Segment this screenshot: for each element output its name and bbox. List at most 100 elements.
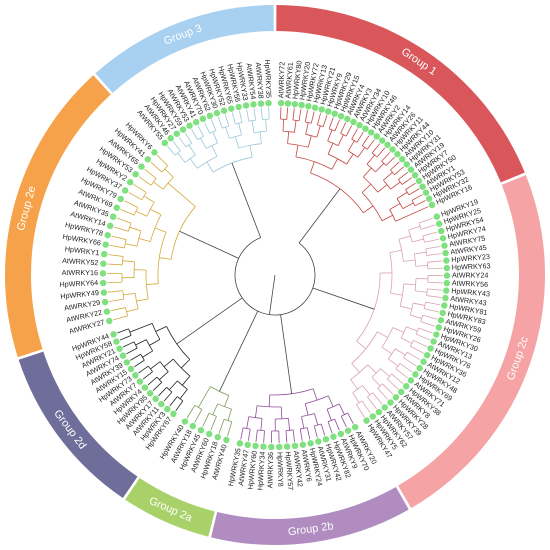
leaf-marker xyxy=(117,195,124,203)
leaf-marker xyxy=(443,272,451,279)
branch-line xyxy=(175,400,184,411)
branch-arc xyxy=(426,288,428,296)
branch-line xyxy=(186,405,196,419)
leaf-marker xyxy=(435,220,443,227)
branch-line xyxy=(268,394,271,407)
branch-line xyxy=(316,113,321,125)
branch-line xyxy=(327,421,333,434)
branch-line xyxy=(202,412,210,427)
branch-line xyxy=(381,346,393,355)
branch-line xyxy=(107,263,123,266)
branch-line xyxy=(427,267,443,270)
leaf-marker xyxy=(373,133,380,140)
branch-line xyxy=(164,168,174,178)
leaf-marker xyxy=(299,441,307,448)
branch-line xyxy=(383,172,393,181)
leaf-marker xyxy=(260,443,267,450)
branch-line xyxy=(352,392,360,403)
leaf-marker xyxy=(356,122,363,129)
branch-line xyxy=(415,333,431,341)
leaf-marker xyxy=(411,172,419,179)
branch-line xyxy=(135,210,147,217)
leaf-marker xyxy=(437,317,445,324)
branch-line xyxy=(240,427,244,440)
leaf-marker xyxy=(136,378,144,385)
branch-line xyxy=(179,389,188,400)
branch-line xyxy=(231,112,236,125)
leaf-marker xyxy=(397,388,405,396)
branch-arc xyxy=(350,364,368,380)
leaf-marker xyxy=(344,115,351,123)
branch-line xyxy=(312,388,318,401)
leaf-marker xyxy=(268,443,275,451)
leaf-marker xyxy=(158,400,165,408)
branch-line xyxy=(420,321,436,327)
branch-arc xyxy=(257,429,265,432)
branch-line xyxy=(156,154,169,167)
branch-arc xyxy=(351,138,358,143)
leaf-marker xyxy=(442,249,449,257)
branch-arc xyxy=(395,363,401,370)
branch-arc xyxy=(352,385,363,394)
branch-line xyxy=(225,126,230,139)
branch-line xyxy=(224,114,230,127)
branch-line xyxy=(212,403,219,415)
branch-line xyxy=(400,305,412,310)
leaf-marker xyxy=(415,177,423,185)
leaf-marker xyxy=(392,394,400,401)
leaf-marker xyxy=(103,308,111,315)
branch-line xyxy=(119,335,132,341)
branch-line xyxy=(110,307,126,312)
branch-arc xyxy=(326,403,340,410)
branch-line xyxy=(371,377,381,387)
leaf-marker xyxy=(435,324,443,331)
branch-arc xyxy=(383,179,391,190)
leaf-marker xyxy=(179,126,187,133)
leaf-label: HpWRKY49 xyxy=(60,288,99,301)
branch-arc xyxy=(145,339,153,352)
branch-line xyxy=(217,116,223,129)
branch-line xyxy=(425,301,441,306)
branch-arc xyxy=(210,386,229,396)
leaf-marker xyxy=(363,417,370,424)
branch-line xyxy=(396,191,408,199)
branch-line xyxy=(415,290,428,293)
branch-line xyxy=(350,379,359,390)
leaf-marker xyxy=(113,204,120,211)
leaf-marker xyxy=(441,302,448,309)
branch-line xyxy=(210,119,217,131)
branch-line xyxy=(253,108,256,121)
branch-arc xyxy=(372,152,378,158)
branch-line xyxy=(356,131,364,143)
leaf-marker xyxy=(325,108,332,115)
branch-arc xyxy=(399,283,405,307)
leaf-marker xyxy=(402,383,410,390)
branch-arc xyxy=(256,405,282,408)
branch-arc xyxy=(327,418,335,423)
leaf-marker xyxy=(412,371,419,378)
branch-line xyxy=(239,110,243,123)
branch-line xyxy=(420,224,436,230)
leaf-marker xyxy=(322,436,330,443)
branch-line xyxy=(327,129,333,142)
branch-line xyxy=(176,297,243,345)
branch-line xyxy=(204,122,211,134)
branch-line xyxy=(129,322,153,333)
leaf-marker xyxy=(307,440,314,447)
branch-arc xyxy=(248,119,256,122)
branch-line xyxy=(158,387,168,397)
branch-arc xyxy=(217,403,232,410)
branch-arc xyxy=(197,156,218,169)
branch-line xyxy=(135,339,147,346)
branch-line xyxy=(408,188,420,196)
branch-line xyxy=(305,122,309,135)
leaf-marker xyxy=(228,105,235,112)
leaf-marker xyxy=(206,112,214,120)
leaf-marker xyxy=(315,438,322,445)
branch-arc xyxy=(327,153,347,165)
leaf-marker xyxy=(151,149,158,156)
branch-line xyxy=(422,231,438,237)
leaf-marker xyxy=(311,104,319,111)
leaf-marker xyxy=(110,331,117,338)
leaf-marker xyxy=(441,242,448,249)
